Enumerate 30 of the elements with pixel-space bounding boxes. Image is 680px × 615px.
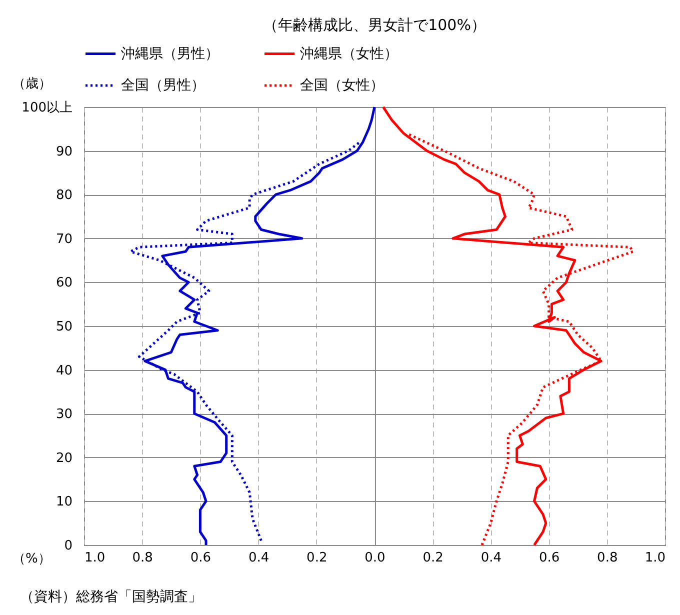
y-tick-label: 60: [56, 276, 72, 291]
x-tick-label: 1.0: [644, 550, 666, 566]
legend-label: 沖縄県（女性）: [300, 46, 398, 62]
y-axis-title: （歳）: [12, 76, 52, 92]
x-tick-label: 0.4: [248, 550, 270, 566]
x-tick-label: 1.0: [84, 550, 106, 566]
y-tick-label: 0: [64, 538, 72, 554]
y-tick-label: 20: [56, 450, 72, 466]
y-tick-label: 80: [56, 188, 72, 204]
x-tick-label: 0.6: [190, 550, 212, 566]
y-tick-label: 10: [56, 494, 72, 510]
chart-title: （年齢構成比、男女計で100%）: [263, 16, 486, 34]
text: （資料）総務省「国勢調査」: [20, 589, 202, 605]
x-tick-label: 0.8: [132, 550, 153, 566]
legend-label: 沖縄県（男性）: [121, 46, 219, 62]
y-tick-label: 40: [56, 363, 72, 378]
x-axis-title: （%）: [12, 552, 51, 566]
legend-label: 全国（男性）: [121, 78, 205, 94]
y-tick-label: 50: [56, 320, 72, 334]
x-tick-label: 0.6: [538, 550, 560, 566]
y-tick-label: 30: [56, 407, 72, 422]
x-tick-label: 0.8: [597, 550, 618, 566]
legend-label: 全国（女性）: [300, 78, 384, 94]
y-tick-label: 100以上: [22, 100, 72, 116]
x-tick-label: 0.2: [422, 550, 444, 566]
x-tick-label: 0.0: [364, 550, 386, 566]
x-tick-label: 0.2: [306, 550, 328, 566]
y-tick-label: 90: [56, 144, 72, 160]
y-tick-label: 70: [56, 232, 72, 247]
x-tick-label: 0.4: [480, 550, 502, 566]
